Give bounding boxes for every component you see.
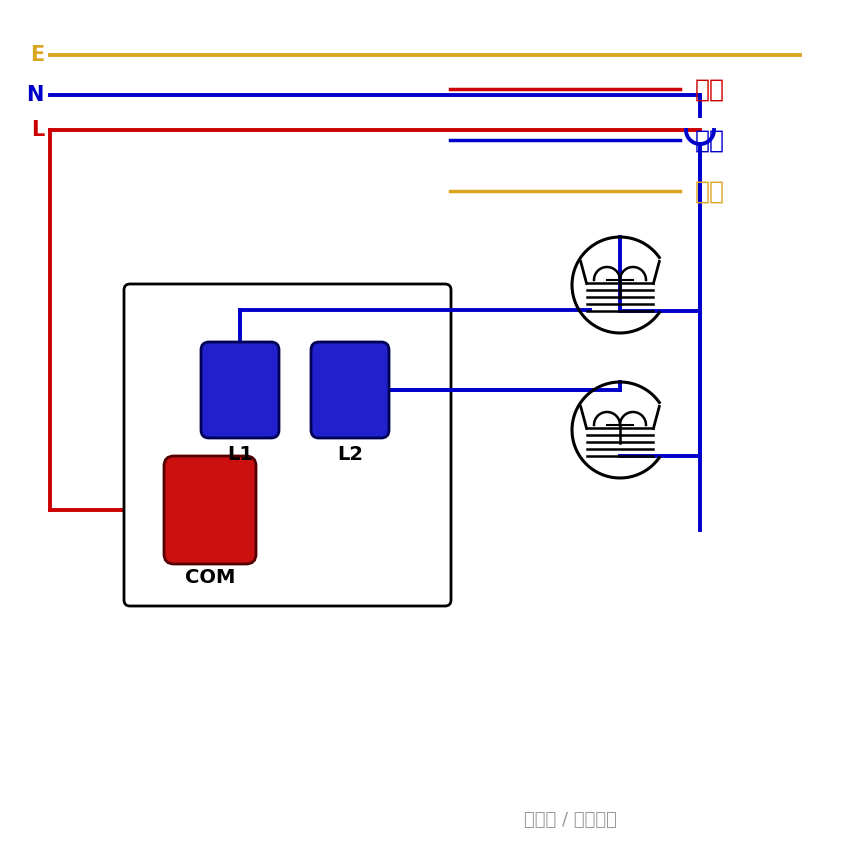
Text: 地线: 地线	[695, 179, 725, 203]
FancyBboxPatch shape	[201, 342, 279, 438]
FancyBboxPatch shape	[124, 284, 451, 606]
Text: L: L	[31, 120, 44, 140]
Text: N: N	[26, 85, 44, 105]
Text: L1: L1	[227, 445, 253, 464]
Circle shape	[170, 320, 390, 540]
Text: 零线: 零线	[695, 128, 725, 152]
Text: COM: COM	[184, 568, 235, 587]
FancyBboxPatch shape	[311, 342, 389, 438]
Text: E: E	[30, 45, 44, 65]
Text: 拓: 拓	[251, 383, 309, 477]
Text: 头条号 / 居跌在渊: 头条号 / 居跌在渊	[524, 811, 616, 829]
Text: 火线: 火线	[695, 77, 725, 101]
FancyBboxPatch shape	[164, 456, 256, 564]
Text: L2: L2	[337, 445, 363, 464]
